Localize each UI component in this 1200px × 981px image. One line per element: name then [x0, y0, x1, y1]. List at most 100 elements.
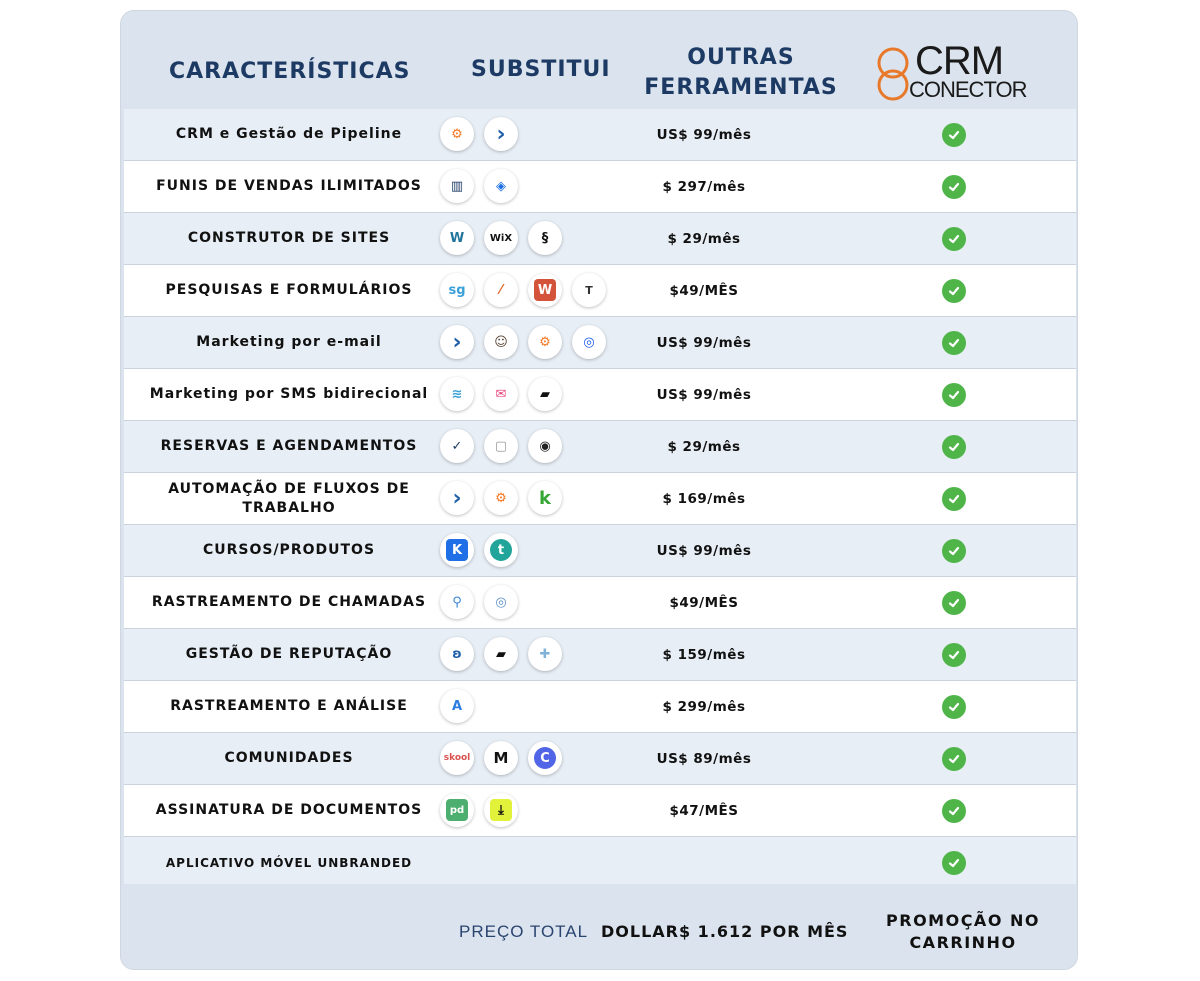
- feature-label: Marketing por SMS bidirecional: [149, 386, 429, 402]
- check-icon: [942, 851, 966, 875]
- replaced-tools: ✓ ▢ ◉: [440, 429, 562, 465]
- check-icon: [942, 747, 966, 771]
- table-body: CRM e Gestão de Pipeline ⚙ › US$ 99/mês FUNI…: [124, 109, 1076, 889]
- table-row: RESERVAS E AGENDAMENTOS ✓ ▢ ◉ $ 29/mês: [124, 421, 1076, 473]
- check-icon: [942, 331, 966, 355]
- replaced-tools: ʚ ▰ ✚: [440, 637, 562, 673]
- analytics-icon: A: [440, 689, 474, 723]
- acuity-icon: ◉: [528, 429, 562, 463]
- replaced-tools: ⚲ ◎: [440, 585, 518, 621]
- table-row: APLICATIVO MÓVEL UNBRANDED: [124, 837, 1076, 889]
- logo-conector-text: CONECTOR: [909, 77, 1027, 102]
- callrail-pin-icon: ⚲: [440, 585, 474, 619]
- clickfunnels-icon: ▥: [440, 169, 474, 203]
- replaced-tools: › ☺ ⚙ ◎: [440, 325, 606, 361]
- table-row: Marketing por e-mail › ☺ ⚙ ◎ US$ 99/mês: [124, 317, 1076, 369]
- tool-price: $ 299/mês: [662, 698, 746, 715]
- feature-label: RESERVAS E AGENDAMENTOS: [160, 438, 418, 454]
- feature-label: CONSTRUTOR DE SITES: [187, 230, 391, 246]
- table-row: RASTREAMENTO E ANÁLISE A $ 299/mês: [124, 681, 1076, 733]
- logo-rings-icon: [877, 47, 909, 101]
- tool-price: $ 159/mês: [662, 646, 746, 663]
- table-row: AUTOMAÇÃO DE FLUXOS DE TRABALHO › ⚙ k $ 169/…: [124, 473, 1076, 525]
- tool-price: $ 29/mês: [667, 438, 741, 455]
- podium-icon: ▰: [484, 637, 518, 671]
- podium-icon: ▰: [528, 377, 562, 411]
- teachable-icon: t: [484, 533, 518, 567]
- table-header: CARACTERÍSTICAS SUBSTITUI OUTRAS FERRAME…: [121, 11, 1077, 109]
- birdeye-icon: ʚ: [440, 637, 474, 671]
- squarespace-icon: §: [528, 221, 562, 255]
- feature-label: FUNIS DE VENDAS ILIMITADOS: [156, 178, 422, 194]
- promo-text: PROMOÇÃO NO CARRINHO: [873, 910, 1053, 954]
- feature-label: AUTOMAÇÃO DE FLUXOS DE TRABALHO: [168, 480, 410, 516]
- calendar-icon: ▢: [484, 429, 518, 463]
- comparison-table: CARACTERÍSTICAS SUBSTITUI OUTRAS FERRAME…: [120, 10, 1078, 970]
- tool-price: US$ 99/mês: [656, 386, 752, 403]
- tool-price: $49/MÊS: [669, 282, 739, 299]
- wordpress-icon: W: [440, 221, 474, 255]
- constant-contact-icon: ◎: [572, 325, 606, 359]
- header-other-tools: OUTRAS FERRAMENTAS: [641, 43, 841, 103]
- table-row: CRM e Gestão de Pipeline ⚙ › US$ 99/mês: [124, 109, 1076, 161]
- tool-price: $ 297/mês: [662, 178, 746, 195]
- check-icon: [942, 539, 966, 563]
- feature-label: GESTÃO DE REPUTAÇÃO: [185, 646, 393, 662]
- replaced-tools: sg ⁄ W T: [440, 273, 606, 309]
- skool-icon: skool: [440, 741, 474, 775]
- replaced-tools: A: [440, 689, 474, 725]
- check-icon: [942, 175, 966, 199]
- table-row: GESTÃO DE REPUTAÇÃO ʚ ▰ ✚ $ 159/mês: [124, 629, 1076, 681]
- check-icon: [942, 487, 966, 511]
- header-other-tools-line1: OUTRAS: [687, 45, 795, 70]
- table-row: CONSTRUTOR DE SITES W WiX § $ 29/mês: [124, 213, 1076, 265]
- promo-line1: PROMOÇÃO NO: [886, 911, 1040, 930]
- check-icon: [942, 643, 966, 667]
- feature-label: Marketing por e-mail: [196, 334, 382, 350]
- tool-price: $ 29/mês: [667, 230, 741, 247]
- wix-icon: WiX: [484, 221, 518, 255]
- table-row: FUNIS DE VENDAS ILIMITADOS ▥ ◈ $ 297/mês: [124, 161, 1076, 213]
- check-icon: [942, 123, 966, 147]
- crm-conector-logo: CRM CONECTOR: [873, 37, 1027, 102]
- replaced-tools: ⚙ ›: [440, 117, 518, 153]
- promo-line2: CARRINHO: [909, 933, 1017, 952]
- hubspot-icon: ⚙: [484, 481, 518, 515]
- circle-icon: C: [528, 741, 562, 775]
- check-icon: [942, 435, 966, 459]
- feature-label: CURSOS/PRODUTOS: [202, 542, 376, 558]
- wufoo-icon: W: [528, 273, 562, 307]
- feature-label: APLICATIVO MÓVEL UNBRANDED: [165, 855, 413, 870]
- tool-price: $47/MÊS: [669, 802, 739, 819]
- feature-label: PESQUISAS E FORMULÁRIOS: [165, 282, 413, 298]
- tool-price: [624, 837, 784, 888]
- typeform-icon: T: [572, 273, 606, 307]
- header-replaces: SUBSTITUI: [471, 57, 611, 82]
- tool-price: US$ 89/mês: [656, 750, 752, 767]
- check-icon: [942, 799, 966, 823]
- pandadoc-icon: pd: [440, 793, 474, 827]
- download-icon: ⤓: [484, 793, 518, 827]
- activecampaign-icon: ›: [484, 117, 518, 151]
- replaced-tools: ≋ ✉ ▰: [440, 377, 562, 413]
- tool-price: $49/MÊS: [669, 594, 739, 611]
- keap-icon: k: [528, 481, 562, 515]
- activecampaign-icon: ›: [440, 481, 474, 515]
- calendly-icon: ✓: [440, 429, 474, 463]
- header-features: CARACTERÍSTICAS: [169, 59, 411, 84]
- sms-envelope-icon: ✉: [484, 377, 518, 411]
- check-icon: [942, 591, 966, 615]
- hubspot-icon: ⚙: [528, 325, 562, 359]
- table-footer: PREÇO TOTAL DOLLAR$ 1.612 POR MÊS PROMOÇ…: [121, 884, 1077, 969]
- header-other-tools-line2: FERRAMENTAS: [644, 75, 838, 100]
- tool-price: US$ 99/mês: [656, 126, 752, 143]
- total-price-value: DOLLAR$ 1.612 POR MÊS: [601, 922, 849, 941]
- replaced-tools: pd ⤓: [440, 793, 518, 829]
- feature-label: ASSINATURA DE DOCUMENTOS: [155, 802, 423, 818]
- formstack-icon: ⁄: [484, 273, 518, 307]
- total-price-label: PREÇO TOTAL: [459, 922, 589, 941]
- feature-label: RASTREAMENTO DE CHAMADAS: [151, 594, 427, 610]
- replaced-tools: ▥ ◈: [440, 169, 518, 205]
- feature-label: CRM e Gestão de Pipeline: [175, 126, 403, 142]
